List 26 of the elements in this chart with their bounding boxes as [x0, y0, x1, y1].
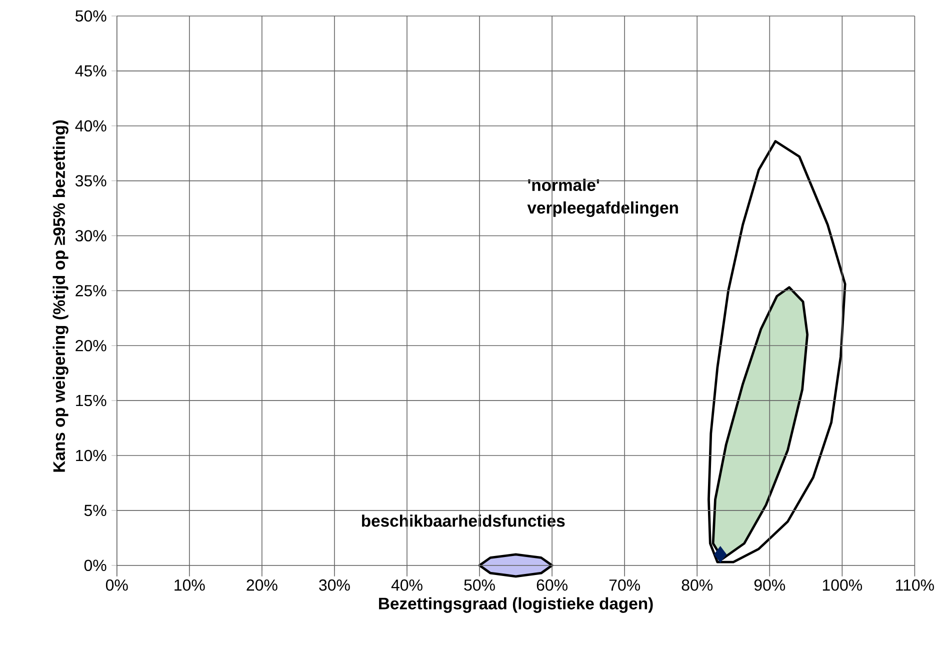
y-tick-label: 50%	[76, 10, 106, 22]
y-tick-label: 30%	[75, 230, 106, 242]
x-tick-label: 0%	[106, 579, 128, 591]
y-tick-label: 15%	[76, 394, 106, 406]
y-tick-label: 10%	[76, 450, 106, 462]
y-tick-label: 0%	[84, 560, 106, 571]
y-tick-label: 45%	[75, 65, 106, 76]
x-tick-label: 50%	[464, 579, 495, 591]
y-tick-label: 20%	[76, 340, 106, 352]
y-axis-title: Kans op weigering (%tijd op ≥95% bezetting)	[52, 120, 68, 472]
x-tick-label: 10%	[174, 579, 205, 591]
y-tick-label: 40%	[75, 120, 106, 132]
x-tick-label: 100%	[822, 579, 862, 591]
x-tick-label: 20%	[246, 579, 278, 591]
x-tick-label: 40%	[391, 579, 422, 591]
x-tick-label: 90%	[754, 579, 786, 591]
x-tick-label: 80%	[682, 579, 713, 591]
x-tick-label: 60%	[536, 579, 568, 591]
x-tick-label: 30%	[319, 579, 350, 591]
annotation: beschikbaarheidsfuncties	[362, 514, 565, 527]
y-tick-label: 25%	[76, 284, 106, 296]
y-tick-label: 5%	[84, 504, 106, 516]
y-tick-label: 35%	[75, 175, 106, 186]
x-tick-label: 70%	[609, 579, 640, 591]
x-tick-label: 110%	[896, 579, 934, 591]
x-axis-title: Bezettingsgraad (logistieke dagen)	[379, 597, 653, 613]
